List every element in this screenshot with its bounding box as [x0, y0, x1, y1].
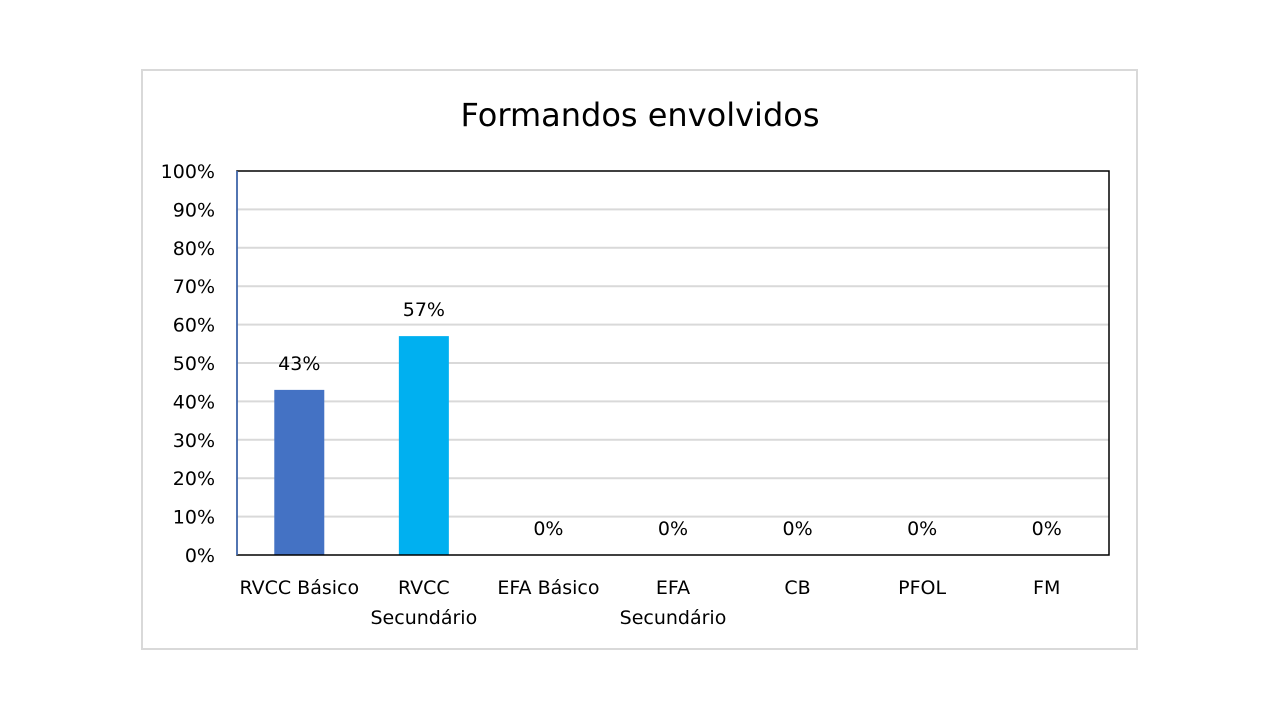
y-tick-label: 30%: [173, 430, 215, 452]
chart-title: Formandos envolvidos: [460, 96, 820, 134]
bar-layer: [274, 336, 449, 555]
data-label: 0%: [533, 518, 563, 540]
y-tick-label: 100%: [161, 161, 215, 183]
bar[interactable]: [274, 389, 325, 555]
x-tick-label-line: Secundário: [371, 607, 478, 629]
grid-layer: [237, 208, 1109, 518]
y-tick-label: 90%: [173, 199, 215, 221]
x-tick-label: CB: [784, 577, 810, 599]
x-tick-label-line: CB: [784, 577, 810, 599]
x-tick-label-line: EFA: [656, 577, 690, 599]
x-tick-label: EFA Básico: [497, 577, 599, 599]
data-labels: 43% 57% 0% 0% 0% 0% 0%: [278, 299, 1062, 540]
y-tick-label: 20%: [173, 468, 215, 490]
y-tick-label: 60%: [173, 315, 215, 337]
x-tick-label: RVCC Secundário: [371, 577, 478, 629]
bar[interactable]: [398, 336, 449, 555]
x-tick-label: RVCC Básico: [239, 577, 359, 599]
x-tick-label: FM: [1033, 577, 1060, 599]
x-tick-label-line: Secundário: [620, 607, 727, 629]
data-label: 0%: [1032, 518, 1062, 540]
x-tick-label-line: RVCC Básico: [239, 577, 359, 599]
data-label: 0%: [658, 518, 688, 540]
x-tick-label-line: PFOL: [898, 577, 946, 599]
x-tick-label: PFOL: [898, 577, 946, 599]
x-tick-label-line: FM: [1033, 577, 1060, 599]
x-tick-label-line: RVCC: [398, 577, 450, 599]
y-axis-ticks: 0% 10% 20% 30% 40% 50% 60% 70% 80% 90% 100%: [161, 161, 215, 567]
data-label: 0%: [907, 518, 937, 540]
y-tick-label: 0%: [185, 545, 215, 567]
y-tick-label: 40%: [173, 391, 215, 413]
x-axis-ticks: RVCC Básico RVCC Secundário EFA Básico EFA Se…: [239, 577, 1060, 629]
x-tick-label-line: EFA Básico: [497, 577, 599, 599]
y-tick-label: 80%: [173, 238, 215, 260]
data-label: 57%: [403, 299, 445, 321]
y-tick-label: 70%: [173, 276, 215, 298]
data-label: 0%: [782, 518, 812, 540]
x-tick-label: EFA Secundário: [620, 577, 727, 629]
y-tick-label: 50%: [173, 353, 215, 375]
data-label: 43%: [278, 353, 320, 375]
y-tick-label: 10%: [173, 507, 215, 529]
